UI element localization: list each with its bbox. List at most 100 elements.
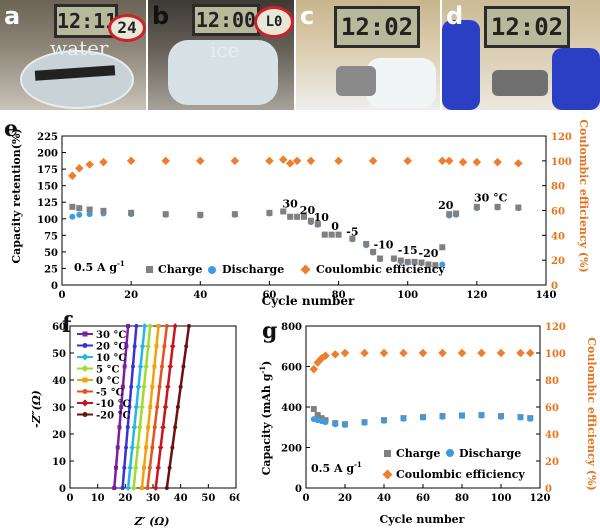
legend-marker: [82, 331, 88, 337]
temp-annotation: 10: [314, 211, 330, 224]
x-tick-label: 20: [124, 290, 138, 301]
y-tick-label: 200: [37, 149, 58, 160]
temp-annotation: 20: [300, 204, 316, 217]
chart-f: -Z″(Ω) Z′ (Ω) 00 10 10 20 20 30 30 40 40 50 50 60 60…: [30, 322, 240, 528]
y2-tick-label: 80: [551, 182, 565, 193]
data-point: [230, 156, 240, 166]
y-tick-label: 50: [44, 248, 58, 259]
y-tick-label: 600: [281, 363, 302, 374]
data-point: [494, 203, 501, 210]
legend: Charge Discharge Coulombic efficiency: [146, 263, 445, 276]
data-point: [527, 415, 534, 422]
photo-b: 12:00 L0 ice b: [148, 0, 294, 110]
data-point: [404, 258, 411, 265]
y-tick-label: 125: [37, 198, 58, 209]
y-tick-label: 175: [37, 165, 58, 176]
panel-label: b: [152, 2, 170, 30]
x-tick-label: 40: [193, 290, 207, 301]
x-tick-label: 30: [146, 493, 160, 504]
x-tick-label: 40: [377, 493, 391, 504]
x-tick-label: 80: [455, 493, 469, 504]
data-point: [399, 348, 408, 358]
data-point: [279, 155, 288, 164]
data-point: [139, 486, 144, 490]
data-point: [164, 486, 169, 490]
temp-annotation: 30 °C: [474, 192, 508, 205]
data-point: [335, 231, 342, 238]
legend-label: -10 °C: [96, 399, 131, 410]
legend-discharge: Discharge: [222, 263, 284, 276]
data-point: [294, 213, 301, 220]
data-point: [196, 156, 205, 166]
data-point: [130, 364, 135, 369]
data-point: [133, 404, 140, 410]
data-point: [112, 486, 117, 490]
legend-marker: [82, 377, 88, 383]
data-point: [126, 324, 131, 328]
chart-g: Capacity (mAh g-1) Coulombic efficiency …: [258, 322, 598, 526]
data-point: [129, 384, 134, 389]
photo-a: 12:11 24 water a: [0, 0, 146, 110]
data-point: [127, 464, 134, 471]
panel-label: a: [4, 2, 21, 30]
temp-annotation: -5: [346, 225, 358, 238]
chart-e: Capacity retention(%) Coulombic efficien…: [10, 119, 590, 308]
y2-tick-label: 20: [545, 457, 559, 468]
data-point: [478, 412, 485, 419]
data-point: [432, 262, 439, 269]
data-point: [444, 156, 454, 166]
data-point: [307, 217, 314, 224]
data-point: [69, 203, 76, 210]
y2-tick-label: 0: [551, 281, 558, 292]
data-point: [69, 213, 76, 220]
data-point: [159, 364, 164, 369]
legend-label: 20 °C: [96, 342, 126, 353]
data-point: [68, 171, 77, 180]
data-point: [403, 156, 412, 166]
data-point: [157, 384, 162, 389]
data-point: [144, 445, 149, 450]
lcd-display: 12:02: [334, 6, 420, 48]
x-axis-label: Cycle number: [262, 294, 355, 308]
data-point: [328, 231, 335, 238]
data-point: [331, 350, 340, 359]
data-point: [132, 344, 137, 349]
data-point: [438, 156, 447, 166]
x-tick-label: 60: [229, 493, 240, 504]
data-point: [155, 464, 162, 471]
x-tick-label: 60: [262, 290, 276, 301]
data-point: [170, 445, 175, 450]
temp-annotation: -15: [398, 244, 418, 257]
x-tick-label: 80: [332, 290, 346, 301]
data-point: [459, 412, 465, 419]
legend-ce: Coulombic efficiency: [316, 263, 445, 276]
data-point: [147, 323, 154, 329]
y2-tick-label: 100: [551, 157, 572, 168]
photo-d: 12:02 d: [442, 0, 600, 110]
y2-tick-label: 20: [551, 256, 565, 267]
data-point: [147, 465, 152, 470]
temp-annotation: 0: [331, 220, 339, 233]
data-point: [137, 363, 144, 370]
data-point: [157, 444, 164, 451]
x-tick-label: 20: [338, 493, 352, 504]
y-tick-label: 400: [281, 403, 302, 414]
lcd-display: 12:02: [484, 6, 570, 48]
y-tick-label: 40: [52, 376, 66, 387]
x-tick-label: 60: [416, 493, 430, 504]
x-tick-label: 120: [466, 290, 487, 301]
data-point: [162, 211, 169, 218]
x-tick-label: 120: [530, 493, 551, 504]
glove: [442, 20, 480, 110]
plot-frame: [69, 325, 237, 489]
data-point: [379, 348, 389, 358]
data-point: [128, 209, 135, 216]
temp-annotation: -10: [374, 239, 394, 252]
y-tick-label: 75: [44, 231, 58, 242]
data-point: [152, 364, 157, 369]
data-point: [472, 157, 482, 167]
x-tick-label: 140: [536, 290, 557, 301]
data-point: [117, 425, 122, 430]
y2-tick-label: 60: [545, 403, 559, 414]
data-point: [169, 343, 176, 350]
